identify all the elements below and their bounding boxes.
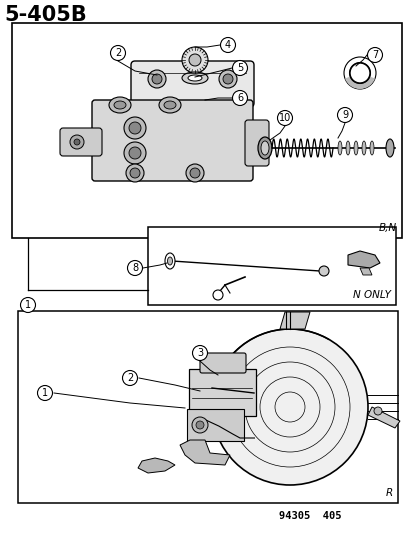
Ellipse shape [164,101,176,109]
Circle shape [368,47,383,62]
Circle shape [129,147,141,159]
Text: B,N: B,N [379,223,397,233]
Circle shape [350,63,370,83]
FancyBboxPatch shape [60,128,102,156]
Circle shape [189,54,201,66]
Polygon shape [348,251,380,268]
Circle shape [148,70,166,88]
Polygon shape [180,440,230,465]
Text: 2: 2 [115,48,121,58]
Ellipse shape [159,97,181,113]
Ellipse shape [386,139,394,157]
Ellipse shape [354,141,358,155]
Text: 6: 6 [237,93,243,103]
Circle shape [129,122,141,134]
Text: 2: 2 [127,373,133,383]
Text: 8: 8 [132,263,138,273]
Text: R: R [386,488,393,498]
Ellipse shape [370,141,374,155]
Text: 4: 4 [225,40,231,50]
Circle shape [152,74,162,84]
Ellipse shape [188,75,202,81]
Circle shape [213,290,223,300]
Circle shape [124,142,146,164]
Circle shape [278,110,293,125]
Text: 5: 5 [237,63,243,73]
Text: 94305  405: 94305 405 [279,511,341,521]
Circle shape [130,168,140,178]
Ellipse shape [168,257,173,265]
Polygon shape [138,458,175,473]
Circle shape [110,45,125,61]
Polygon shape [360,268,372,275]
FancyBboxPatch shape [245,120,269,166]
Circle shape [193,345,208,360]
Circle shape [337,108,352,123]
FancyBboxPatch shape [92,100,253,181]
Circle shape [124,117,146,139]
Circle shape [196,421,204,429]
Circle shape [232,91,247,106]
FancyBboxPatch shape [189,369,256,416]
Circle shape [192,417,208,433]
Circle shape [212,329,368,485]
Ellipse shape [261,141,269,155]
Bar [18,311,398,503]
Polygon shape [368,407,400,428]
FancyBboxPatch shape [131,61,254,107]
Text: 9: 9 [342,110,348,120]
Circle shape [127,261,142,276]
Circle shape [319,266,329,276]
Wedge shape [345,73,375,89]
Ellipse shape [258,137,272,159]
Bar [12,23,402,238]
Polygon shape [280,312,310,329]
Circle shape [74,139,80,145]
Ellipse shape [165,253,175,269]
FancyBboxPatch shape [200,353,246,373]
Text: 10: 10 [279,113,291,123]
Text: N ONLY: N ONLY [353,290,391,300]
Ellipse shape [109,97,131,113]
Circle shape [219,70,237,88]
Circle shape [182,47,208,73]
Ellipse shape [346,141,350,155]
Ellipse shape [182,72,208,84]
Circle shape [70,135,84,149]
Ellipse shape [114,101,126,109]
Circle shape [232,61,247,76]
Circle shape [374,407,382,415]
Circle shape [122,370,137,385]
Text: 1: 1 [25,300,31,310]
FancyBboxPatch shape [187,409,244,441]
Circle shape [186,164,204,182]
Text: 3: 3 [197,348,203,358]
Circle shape [126,164,144,182]
Circle shape [223,74,233,84]
Circle shape [220,37,235,52]
Text: 1: 1 [42,388,48,398]
Ellipse shape [362,141,366,155]
Circle shape [344,57,376,89]
Circle shape [37,385,53,400]
Text: 7: 7 [372,50,378,60]
Text: 5-405B: 5-405B [4,5,87,25]
Bar [148,227,396,305]
Circle shape [350,63,370,83]
Circle shape [20,297,36,312]
Circle shape [190,168,200,178]
Ellipse shape [338,141,342,155]
